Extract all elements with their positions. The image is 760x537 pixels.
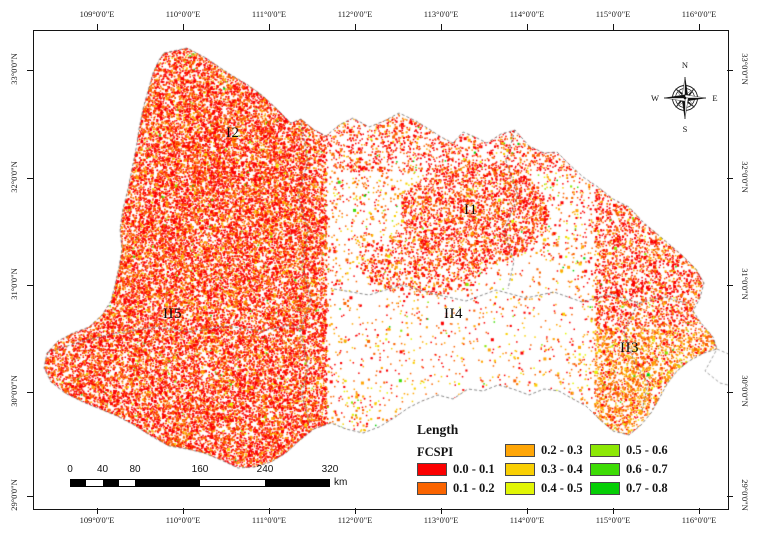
legend-swatch-5 bbox=[590, 444, 620, 457]
scalebar-tick-label-3: 160 bbox=[191, 464, 209, 475]
compass-rose-icon: N E S W bbox=[651, 60, 718, 134]
svg-text:E: E bbox=[712, 93, 717, 103]
legend-item-label-3: 0.3 - 0.4 bbox=[541, 462, 583, 476]
axis-label-top-7: 116°0'0"E bbox=[681, 9, 717, 19]
frame-tick-bottom-5 bbox=[526, 508, 528, 514]
scale-bar-segment bbox=[118, 480, 135, 486]
axis-label-bottom-1: 110°0'0"E bbox=[165, 515, 201, 525]
svg-text:N: N bbox=[682, 60, 688, 70]
axis-label-bottom-0: 109°0'0"E bbox=[79, 515, 115, 525]
region-label-ii4: II4 bbox=[444, 306, 463, 322]
legend-item-label-2: 0.2 - 0.3 bbox=[541, 443, 583, 457]
axis-label-left-4: 29°0'0"N bbox=[9, 479, 19, 511]
frame-tick-bottom-1 bbox=[182, 508, 184, 514]
scale-bar-segment bbox=[200, 480, 265, 486]
axis-label-bottom-4: 113°0'0"E bbox=[423, 515, 459, 525]
region-label-i2: I2 bbox=[226, 125, 240, 141]
frame-tick-top-2 bbox=[268, 24, 270, 30]
axis-label-left-1: 32°0'0"N bbox=[9, 161, 19, 193]
legend-item-label-5: 0.5 - 0.6 bbox=[626, 443, 668, 457]
frame-tick-bottom-3 bbox=[354, 508, 356, 514]
frame-tick-left-0 bbox=[27, 69, 33, 71]
svg-text:W: W bbox=[651, 93, 659, 103]
axis-label-right-1: 32°0'0"N bbox=[740, 161, 750, 193]
svg-text:S: S bbox=[683, 124, 688, 134]
frame-tick-left-3 bbox=[27, 391, 33, 393]
frame-tick-top-4 bbox=[440, 24, 442, 30]
axis-label-right-4: 29°0'0"N bbox=[740, 479, 750, 511]
legend-swatch-1 bbox=[417, 482, 447, 495]
legend-title: Length bbox=[417, 422, 459, 437]
axis-label-top-6: 115°0'0"E bbox=[595, 9, 631, 19]
frame-tick-top-6 bbox=[612, 24, 614, 30]
axis-label-left-0: 33°0'0"N bbox=[9, 53, 19, 85]
frame-tick-bottom-6 bbox=[612, 508, 614, 514]
legend-swatch-0 bbox=[417, 463, 447, 476]
frame-tick-bottom-0 bbox=[96, 508, 98, 514]
legend-item-label-4: 0.4 - 0.5 bbox=[541, 481, 583, 495]
frame-tick-left-2 bbox=[27, 284, 33, 286]
frame-tick-right-1 bbox=[727, 177, 733, 179]
map-raster-canvas bbox=[34, 31, 728, 509]
axis-label-top-3: 112°0'0"E bbox=[337, 9, 373, 19]
frame-tick-bottom-2 bbox=[268, 508, 270, 514]
axis-label-bottom-2: 111°0'0"E bbox=[251, 515, 287, 525]
axis-label-top-1: 110°0'0"E bbox=[165, 9, 201, 19]
frame-tick-right-4 bbox=[727, 495, 733, 497]
legend-item-label-7: 0.7 - 0.8 bbox=[626, 481, 668, 495]
axis-label-bottom-5: 114°0'0"E bbox=[509, 515, 545, 525]
frame-tick-right-3 bbox=[727, 391, 733, 393]
legend-swatch-2 bbox=[505, 444, 535, 457]
axis-label-left-2: 31°0'0"N bbox=[9, 268, 19, 300]
axis-label-right-3: 30°0'0"N bbox=[740, 375, 750, 407]
region-label-ii3: II3 bbox=[620, 340, 639, 356]
axis-label-bottom-7: 116°0'0"E bbox=[681, 515, 717, 525]
scale-bar-unit: km bbox=[334, 477, 348, 488]
frame-tick-bottom-7 bbox=[698, 508, 700, 514]
legend-item-label-6: 0.6 - 0.7 bbox=[626, 462, 668, 476]
axis-label-top-4: 113°0'0"E bbox=[423, 9, 459, 19]
frame-tick-bottom-4 bbox=[440, 508, 442, 514]
frame-tick-left-1 bbox=[27, 177, 33, 179]
scale-bar-segment bbox=[86, 480, 103, 486]
axis-label-right-0: 33°0'0"N bbox=[740, 53, 750, 85]
frame-tick-right-2 bbox=[727, 284, 733, 286]
legend-item-label-1: 0.1 - 0.2 bbox=[453, 481, 495, 495]
scale-bar bbox=[70, 479, 330, 487]
axis-label-top-5: 114°0'0"E bbox=[509, 9, 545, 19]
region-label-ii5: II5 bbox=[163, 306, 182, 322]
axis-label-top-0: 109°0'0"E bbox=[79, 9, 115, 19]
frame-tick-top-7 bbox=[698, 24, 700, 30]
frame-tick-top-0 bbox=[96, 24, 98, 30]
region-label-i1: I1 bbox=[464, 202, 478, 218]
scalebar-tick-label-4: 240 bbox=[256, 464, 274, 475]
axis-label-left-3: 30°0'0"N bbox=[9, 375, 19, 407]
scalebar-tick-label-2: 80 bbox=[129, 464, 141, 475]
map-frame bbox=[33, 30, 729, 510]
legend-swatch-6 bbox=[590, 463, 620, 476]
legend-item-label-0: 0.0 - 0.1 bbox=[453, 462, 495, 476]
scalebar-tick-label-1: 40 bbox=[96, 464, 109, 475]
axis-label-top-2: 111°0'0"E bbox=[251, 9, 287, 19]
frame-tick-top-3 bbox=[354, 24, 356, 30]
axis-label-bottom-3: 112°0'0"E bbox=[337, 515, 373, 525]
legend-swatch-3 bbox=[505, 463, 535, 476]
legend-swatch-7 bbox=[590, 482, 620, 495]
frame-tick-top-5 bbox=[526, 24, 528, 30]
frame-tick-left-4 bbox=[27, 495, 33, 497]
frame-tick-top-1 bbox=[182, 24, 184, 30]
axis-label-right-2: 31°0'0"N bbox=[740, 268, 750, 300]
legend-swatch-4 bbox=[505, 482, 535, 495]
legend-field-label: FCSPI bbox=[417, 445, 454, 459]
axis-label-bottom-6: 115°0'0"E bbox=[595, 515, 631, 525]
frame-tick-right-0 bbox=[727, 69, 733, 71]
scalebar-tick-label-5: 320 bbox=[321, 464, 339, 475]
scalebar-tick-label-0: 0 bbox=[67, 464, 73, 475]
